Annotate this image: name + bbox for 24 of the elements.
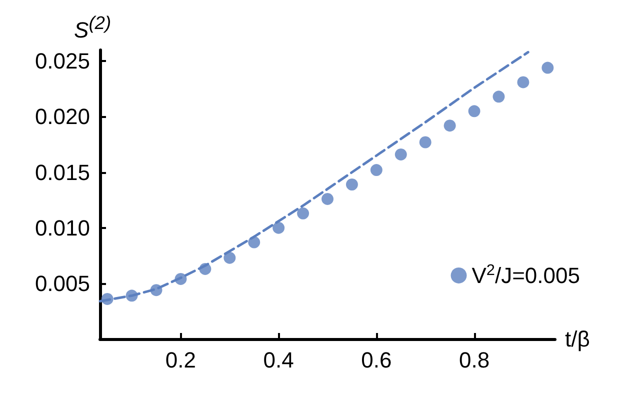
- point: [224, 252, 236, 264]
- point: [297, 207, 310, 220]
- y-tick-label: 0.010: [34, 215, 90, 240]
- point: [419, 136, 432, 148]
- point: [272, 222, 285, 234]
- x-axis-title: t/β: [565, 326, 590, 352]
- y-tick-label: 0.025: [34, 48, 90, 74]
- point: [542, 62, 554, 74]
- point: [517, 76, 530, 88]
- point: [322, 192, 334, 205]
- point: [492, 90, 505, 103]
- x-tick-label: 0.8: [458, 348, 490, 372]
- y-tick-label: 0.020: [34, 104, 90, 130]
- point: [394, 148, 407, 160]
- y-axis-title: S$^{(2)}$: [74, 11, 112, 44]
- x-tick-label: 0.2: [165, 348, 196, 372]
- y-tick-label: 0.005: [34, 270, 90, 296]
- point: [346, 178, 358, 190]
- point: [468, 105, 480, 118]
- point: [370, 164, 382, 176]
- point: [444, 120, 456, 132]
- x-tick-label: 0.6: [361, 348, 392, 372]
- y-tick-label: 0.015: [34, 160, 90, 185]
- x-tick-label: 0.4: [263, 348, 294, 372]
